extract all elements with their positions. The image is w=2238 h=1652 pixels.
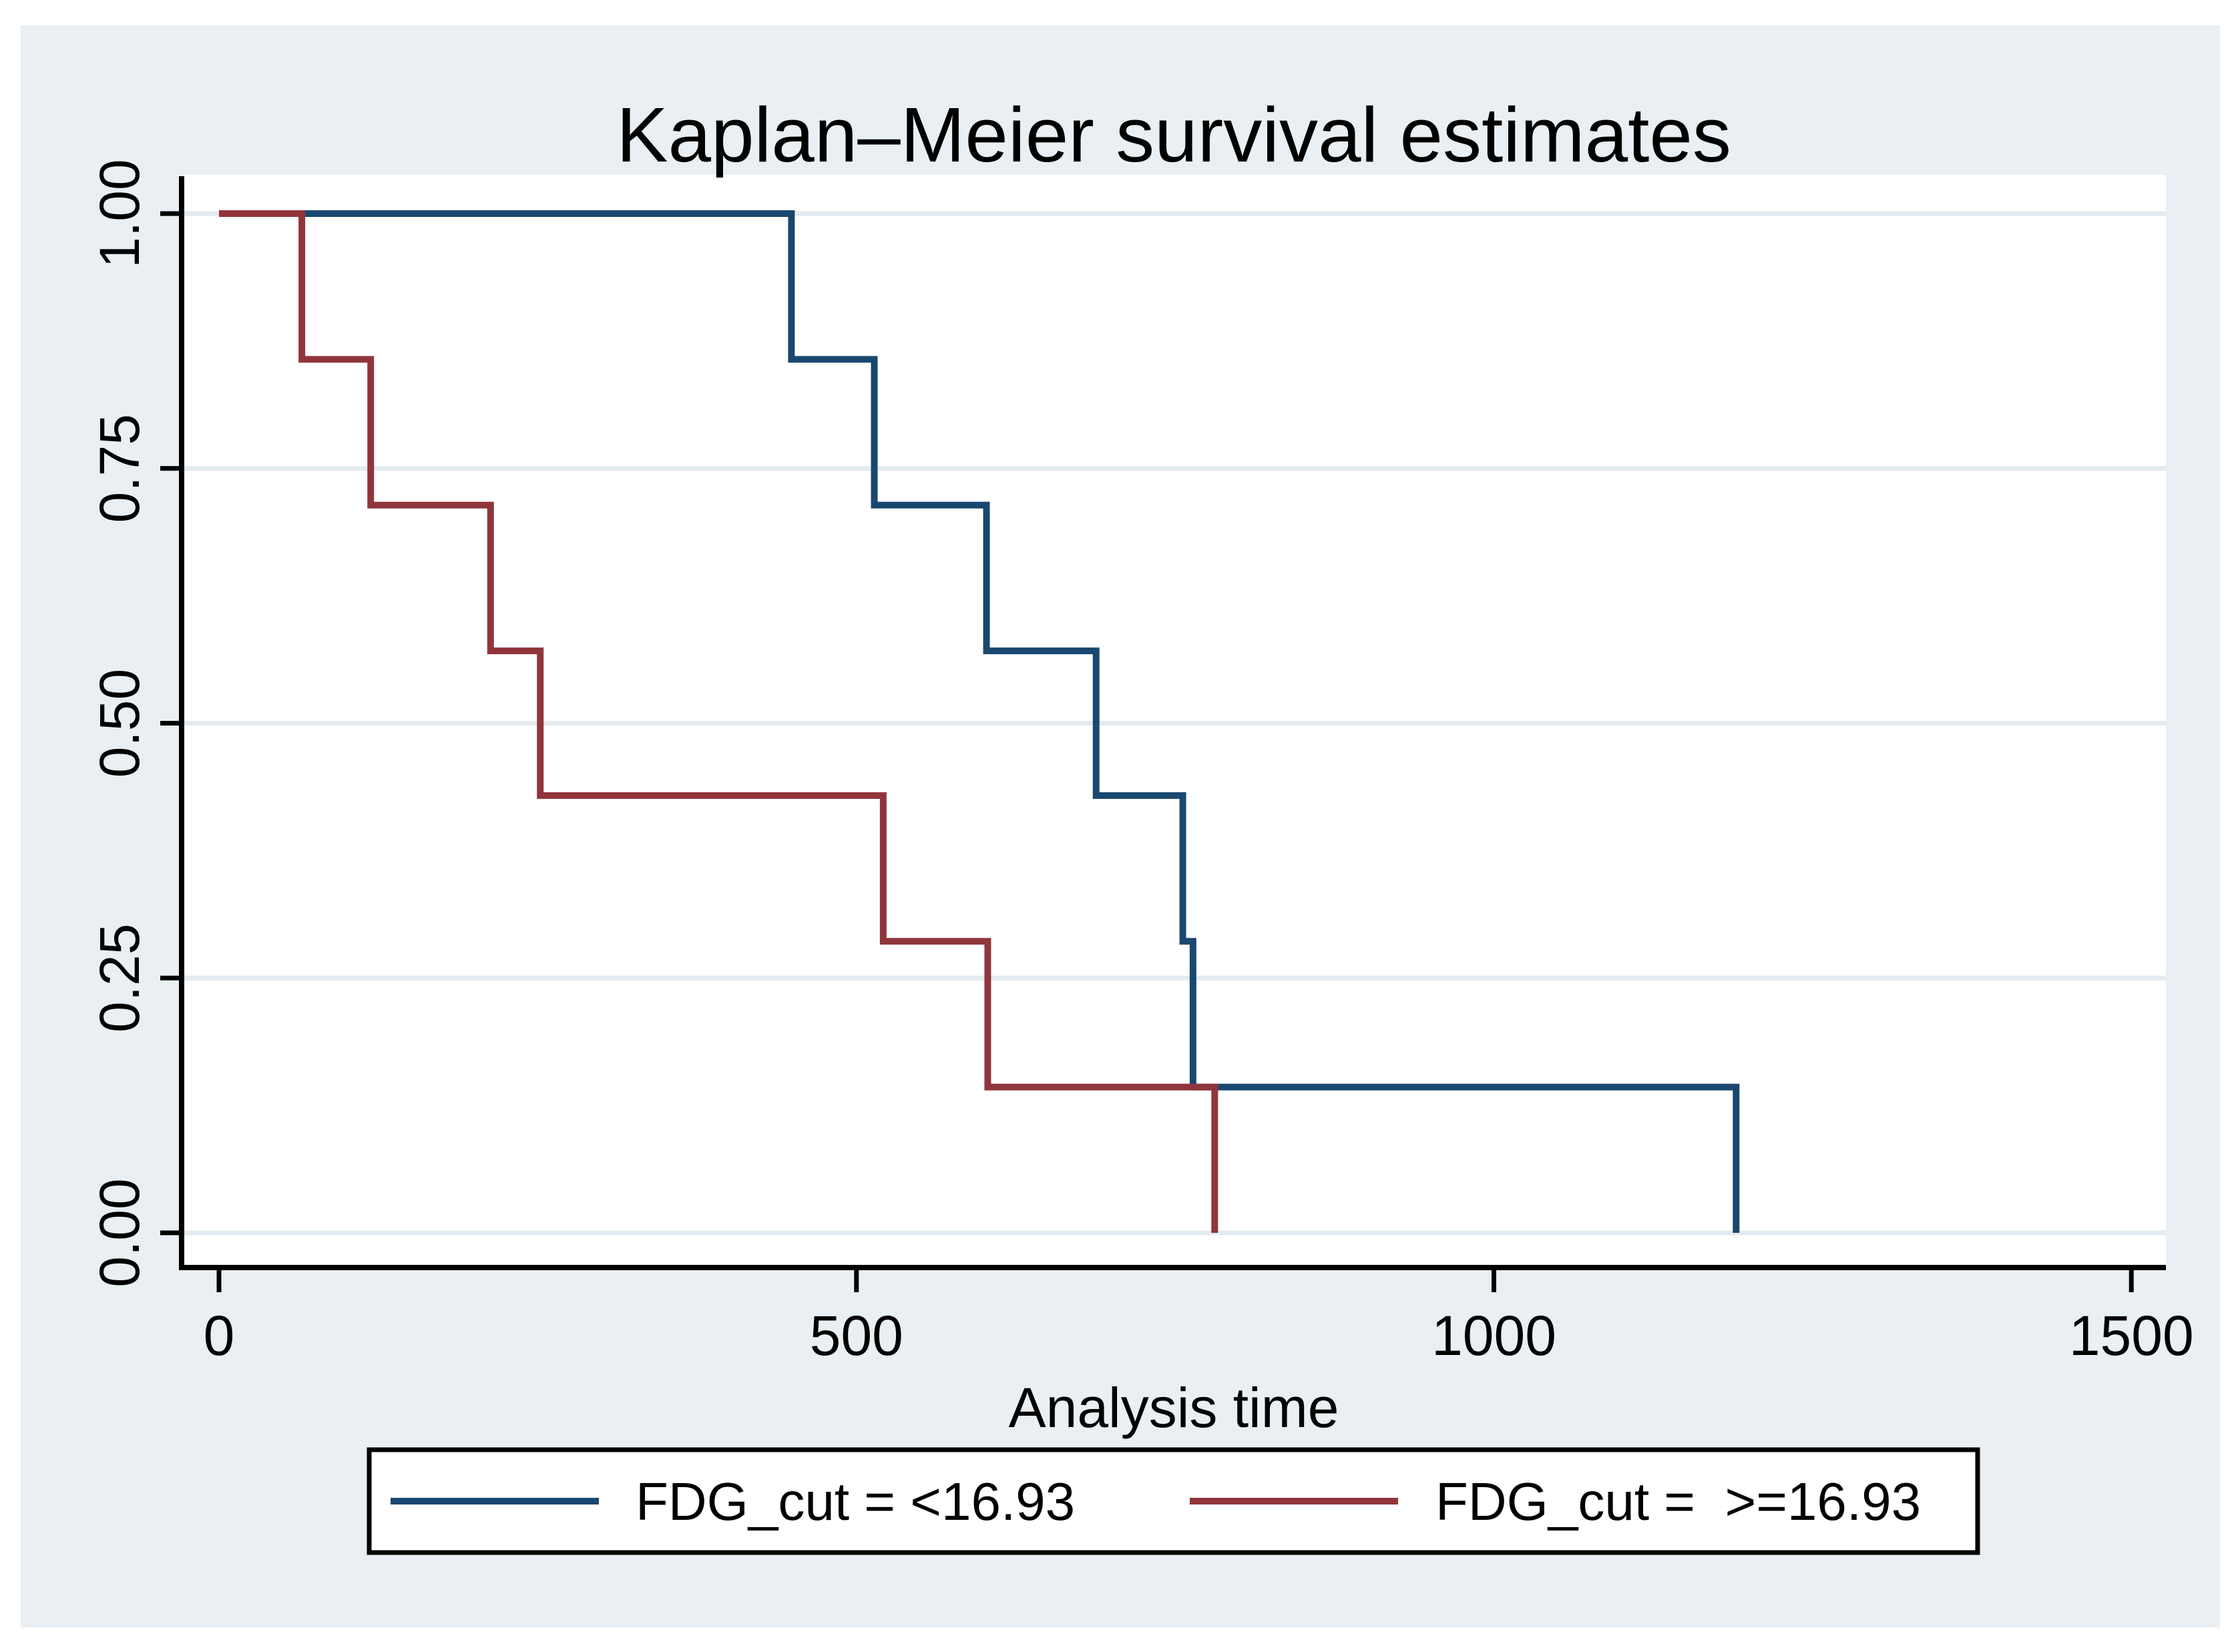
y-tick-label: 1.00 — [88, 159, 151, 268]
km-curve-above-cutoff — [219, 210, 1218, 1233]
legend-box — [367, 1447, 1980, 1555]
legend: FDG_cut = <16.93 FDG_cut = >=16.93 — [367, 1447, 1980, 1555]
legend-label-below-cutoff: FDG_cut = <16.93 — [636, 1472, 1075, 1531]
x-axis-ticks: 0 500 1000 1500 — [204, 1270, 2194, 1367]
y-tick-label: 0.50 — [88, 669, 151, 778]
km-curve-below-cutoff — [219, 210, 1740, 1233]
legend-label-above-cutoff: FDG_cut = >=16.93 — [1435, 1472, 1921, 1531]
x-tick-label: 0 — [204, 1304, 235, 1367]
chart-title: Kaplan–Meier survival estimates — [616, 91, 1731, 178]
y-tick-label: 0.00 — [88, 1178, 151, 1288]
x-axis-title: Analysis time — [1009, 1376, 1339, 1439]
y-tick-label: 0.25 — [88, 924, 151, 1033]
x-tick-label: 500 — [810, 1304, 903, 1367]
y-axis-ticks: 0.00 0.25 0.50 0.75 1.00 — [88, 159, 182, 1288]
x-tick-label: 1000 — [1431, 1304, 1556, 1367]
y-tick-label: 0.75 — [88, 414, 151, 523]
x-tick-label: 1500 — [2069, 1304, 2194, 1367]
